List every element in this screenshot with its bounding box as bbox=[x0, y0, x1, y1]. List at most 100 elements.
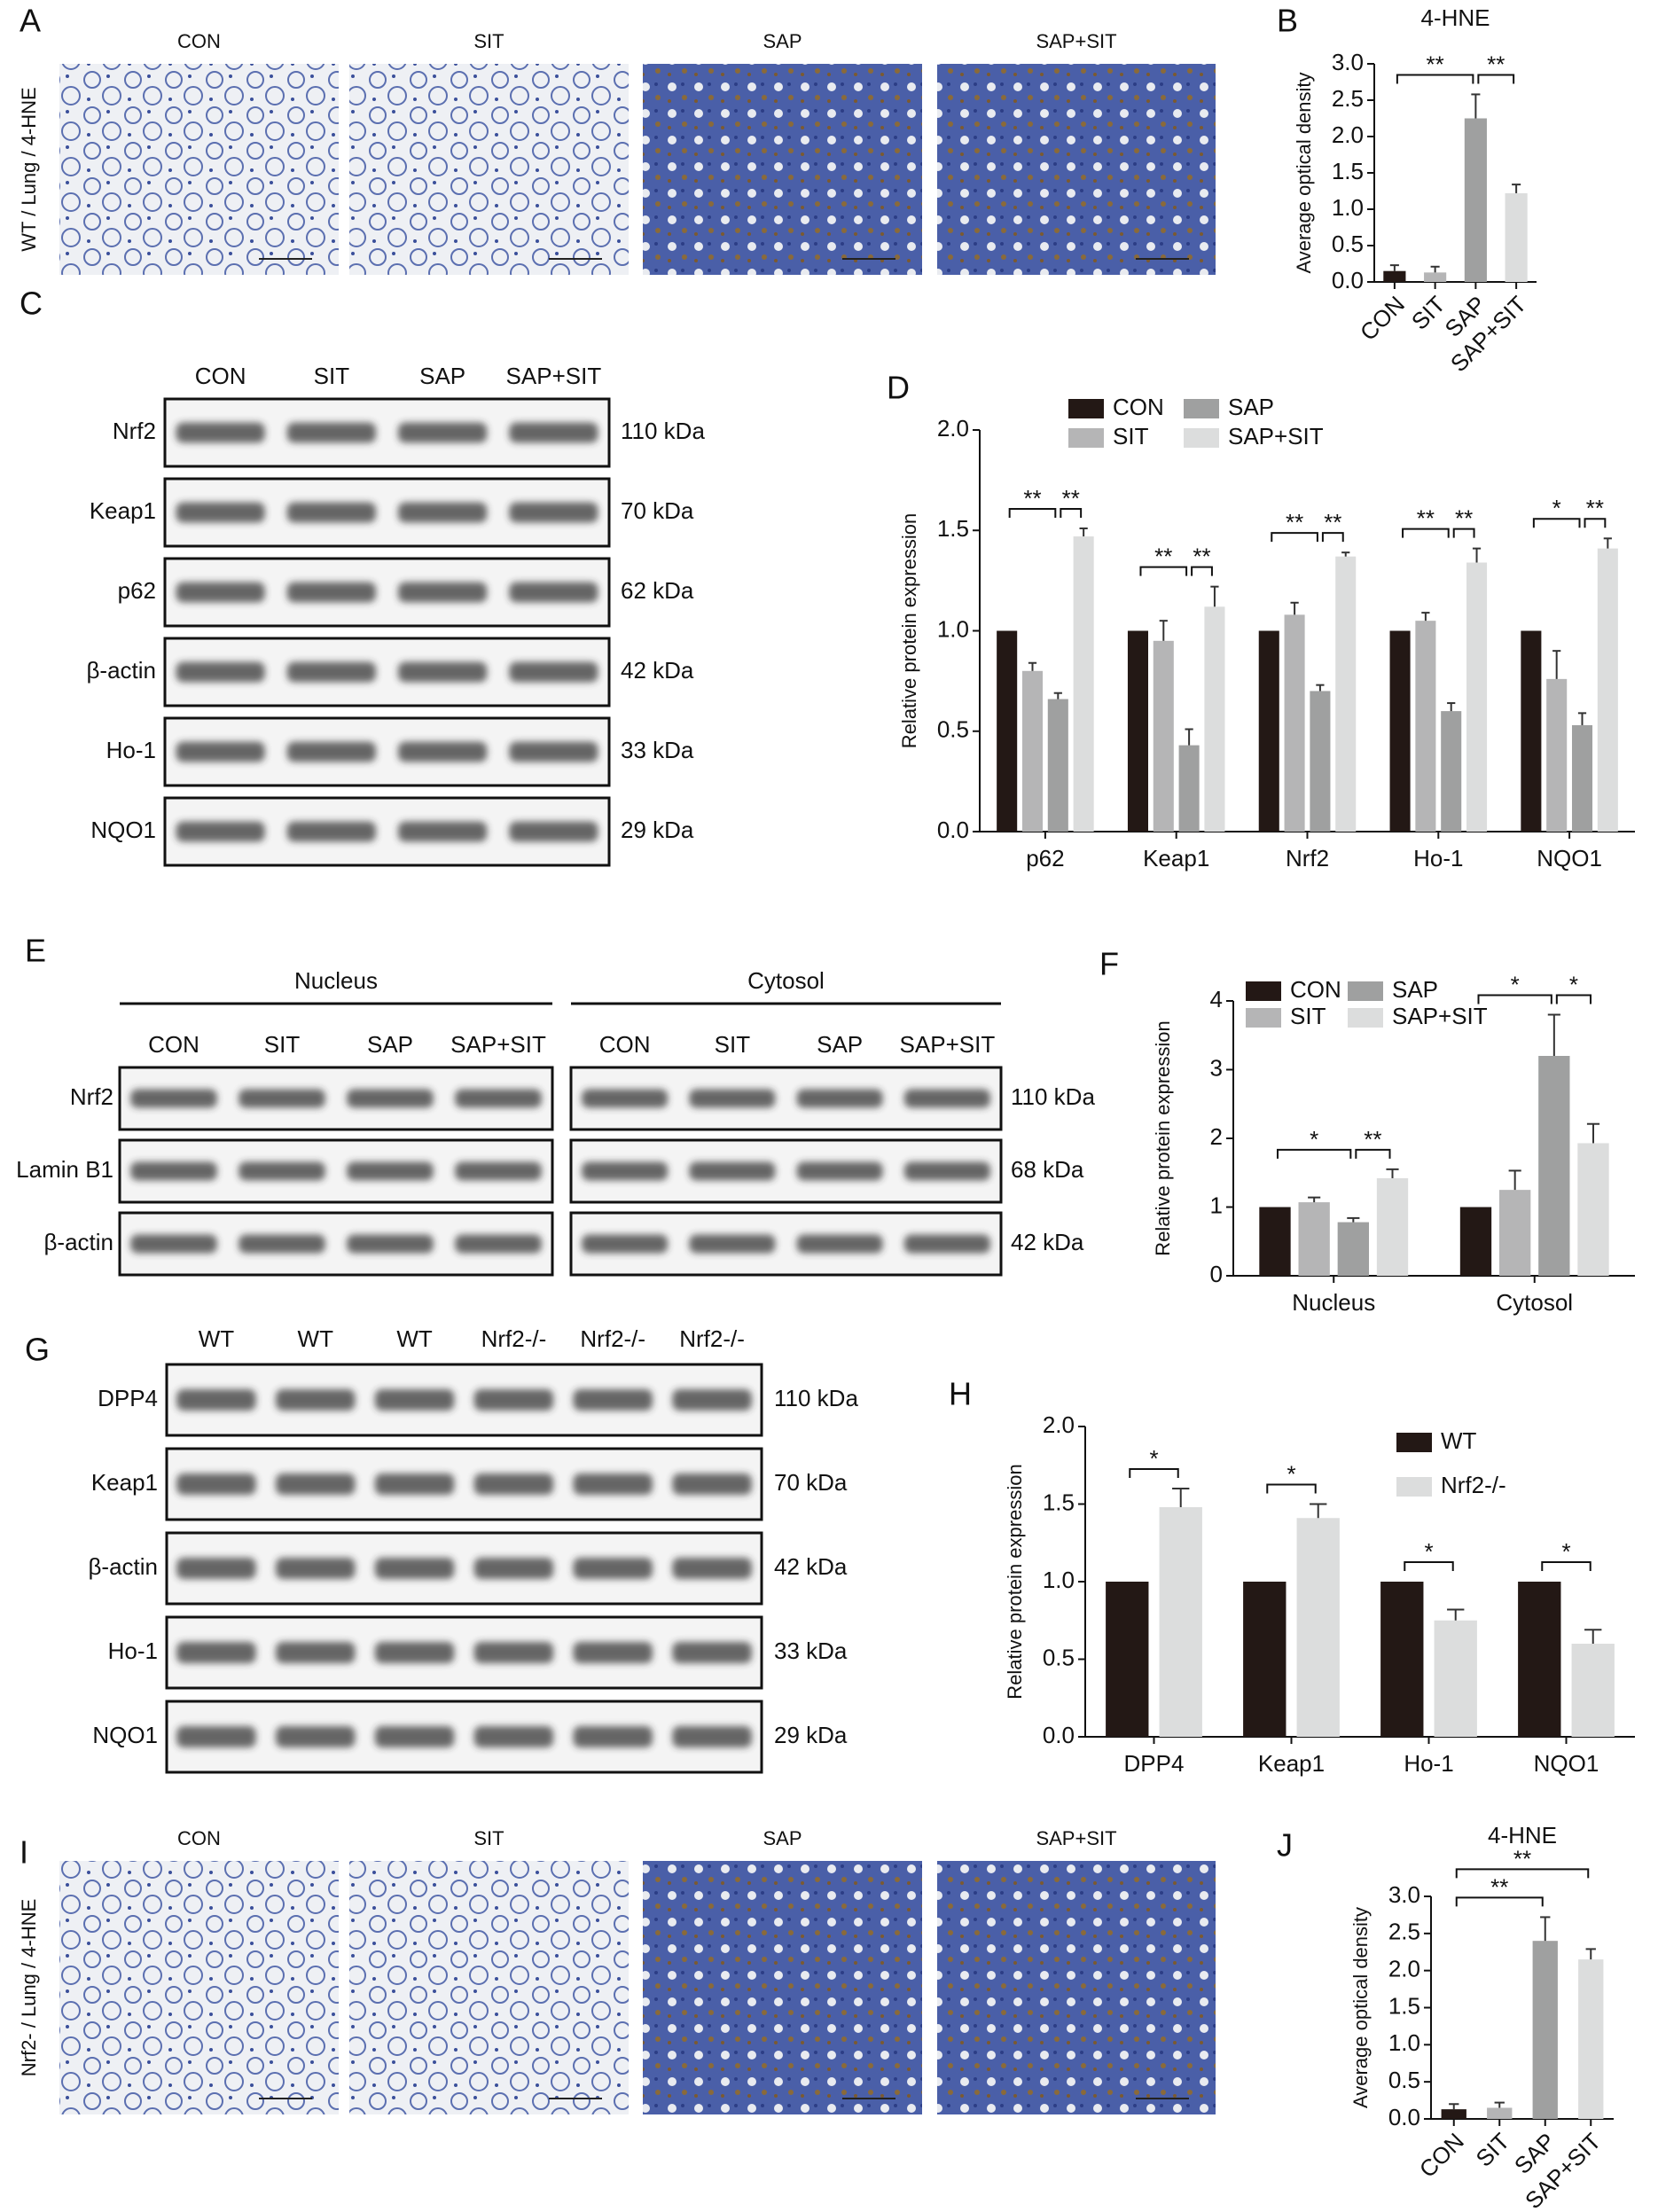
chart-title: 4-HNE bbox=[1488, 1822, 1557, 1849]
error-bar bbox=[1540, 1916, 1551, 1942]
bar bbox=[1546, 678, 1568, 832]
blot-band bbox=[286, 741, 376, 762]
protein-label: Nrf2 bbox=[70, 1083, 113, 1110]
significance-bracket bbox=[1277, 1148, 1352, 1159]
blot-band bbox=[689, 1161, 776, 1181]
blot-band bbox=[239, 1161, 325, 1181]
lane-label: CON bbox=[148, 1031, 199, 1058]
error-bar bbox=[1028, 661, 1037, 671]
bar bbox=[1073, 536, 1094, 832]
blot-band bbox=[455, 1089, 542, 1108]
image-label: SIT bbox=[473, 1827, 504, 1849]
y-tick-label: 1.0 bbox=[1043, 1567, 1075, 1593]
error-bar bbox=[1584, 1629, 1602, 1644]
error-bar bbox=[1472, 547, 1482, 563]
y-tick-label: 0.5 bbox=[1388, 2067, 1420, 2093]
bar bbox=[1571, 1644, 1615, 1737]
blot-band bbox=[796, 1089, 883, 1108]
significance-label: * bbox=[1424, 1538, 1433, 1565]
bar bbox=[1159, 1507, 1202, 1737]
blot-frame bbox=[165, 1531, 763, 1606]
blot-band bbox=[509, 422, 598, 443]
y-tick-label: 2.5 bbox=[1388, 1919, 1420, 1945]
blot-band bbox=[672, 1389, 752, 1411]
legend-label: WT bbox=[1441, 1427, 1477, 1454]
blot-band bbox=[176, 741, 265, 762]
significance-bracket bbox=[1477, 994, 1552, 1004]
blot-band bbox=[286, 661, 376, 683]
significance-bracket bbox=[1266, 1483, 1317, 1494]
y-tick-label: 0.0 bbox=[937, 817, 969, 843]
bar bbox=[1424, 272, 1447, 282]
bar bbox=[1532, 1941, 1558, 2119]
lane-label: WT bbox=[199, 1325, 235, 1352]
blot-group-title: Nucleus bbox=[294, 967, 378, 994]
significance-bracket bbox=[1541, 1561, 1592, 1571]
significance-bracket bbox=[1271, 532, 1318, 543]
y-tick-label: 0.5 bbox=[1043, 1644, 1075, 1670]
image-label: SAP bbox=[763, 30, 802, 52]
legend-swatch bbox=[1348, 1008, 1383, 1028]
significance-bracket bbox=[1060, 507, 1083, 518]
side-label: Nrf2- / Lung / 4-HNE bbox=[18, 1899, 40, 2077]
bar bbox=[1204, 606, 1225, 832]
error-bar bbox=[1290, 601, 1299, 615]
lane-label: SIT bbox=[314, 363, 350, 389]
significance-label: ** bbox=[1193, 543, 1210, 570]
significance-label: * bbox=[1511, 971, 1520, 997]
significance-label: ** bbox=[1490, 1873, 1508, 1900]
significance-label: * bbox=[1287, 1460, 1295, 1487]
lane-label: Nrf2-/- bbox=[580, 1325, 645, 1352]
x-tick-label: Keap1 bbox=[1258, 1750, 1325, 1777]
significance-label: ** bbox=[1286, 509, 1303, 535]
bar bbox=[1298, 1202, 1330, 1276]
size-label: 29 kDa bbox=[621, 817, 694, 843]
lane-label: SAP bbox=[367, 1031, 413, 1058]
y-tick-label: 3 bbox=[1210, 1054, 1223, 1081]
significance-bracket bbox=[1139, 566, 1188, 576]
x-tick-label: Ho-1 bbox=[1404, 1750, 1453, 1777]
panel-letter: E bbox=[25, 933, 46, 969]
bar bbox=[1127, 630, 1148, 832]
blot-band bbox=[176, 502, 265, 523]
significance-bracket bbox=[1321, 532, 1344, 543]
blot-band bbox=[398, 821, 488, 842]
bar bbox=[1380, 1582, 1424, 1737]
legend-swatch bbox=[1068, 428, 1104, 448]
blot-group-title: Cytosol bbox=[747, 967, 825, 994]
significance-bracket bbox=[1555, 994, 1592, 1004]
panel-letter: J bbox=[1277, 1827, 1293, 1864]
blot-band bbox=[374, 1642, 455, 1663]
y-tick-label: 1.5 bbox=[1388, 1992, 1420, 2019]
lane-label: CON bbox=[599, 1031, 651, 1058]
x-tick-label: DPP4 bbox=[1124, 1750, 1185, 1777]
blot-band bbox=[374, 1726, 455, 1747]
x-tick-label: Cytosol bbox=[1496, 1289, 1573, 1316]
blot-band bbox=[573, 1642, 653, 1663]
protein-label: β-actin bbox=[43, 1229, 113, 1255]
blot-band bbox=[509, 582, 598, 603]
legend-swatch bbox=[1246, 981, 1281, 1001]
y-tick-label: 1 bbox=[1210, 1192, 1223, 1218]
blot-band bbox=[398, 582, 488, 603]
legend-label: CON bbox=[1290, 976, 1341, 1003]
protein-label: DPP4 bbox=[98, 1385, 158, 1411]
bar bbox=[1337, 1222, 1370, 1276]
blot-band bbox=[347, 1161, 434, 1181]
x-tick-label: Nucleus bbox=[1292, 1289, 1375, 1316]
protein-label: Lamin B1 bbox=[16, 1156, 113, 1183]
bar bbox=[1498, 1190, 1531, 1276]
micrograph bbox=[59, 1861, 339, 2114]
blot-band bbox=[176, 422, 265, 443]
significance-bracket bbox=[1404, 1561, 1454, 1571]
protein-label: p62 bbox=[118, 577, 156, 604]
y-tick-label: 2.0 bbox=[1388, 1956, 1420, 1982]
error-bar bbox=[1053, 692, 1062, 700]
blot-band bbox=[796, 1161, 883, 1181]
significance-bracket bbox=[1355, 1148, 1391, 1159]
blot-band bbox=[509, 502, 598, 523]
blot-band bbox=[176, 1726, 256, 1747]
bar bbox=[1383, 270, 1406, 282]
micrograph bbox=[59, 64, 339, 275]
blot-band bbox=[455, 1234, 542, 1254]
